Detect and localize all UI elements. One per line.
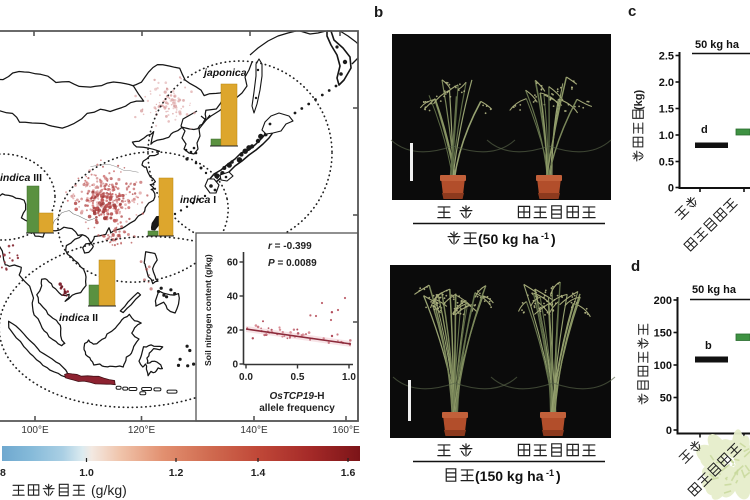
svg-text:Soil nitrogen content (g/kg): Soil nitrogen content (g/kg) bbox=[203, 254, 213, 366]
svg-text:200: 200 bbox=[654, 295, 672, 307]
svg-text:140°E: 140°E bbox=[240, 425, 268, 436]
svg-text:(50 kg ha: (50 kg ha bbox=[478, 231, 539, 247]
svg-text:50 kg ha: 50 kg ha bbox=[695, 39, 740, 51]
svg-text:160°E: 160°E bbox=[332, 425, 360, 436]
svg-text:allele frequency: allele frequency bbox=[259, 403, 335, 414]
svg-text:1.5: 1.5 bbox=[659, 104, 674, 116]
svg-text:100°E: 100°E bbox=[21, 425, 49, 436]
svg-text:): ) bbox=[556, 468, 561, 484]
svg-text:1.2: 1.2 bbox=[169, 467, 184, 479]
svg-text:indica I: indica I bbox=[180, 194, 216, 206]
svg-text:50: 50 bbox=[660, 393, 672, 405]
svg-text:0.5: 0.5 bbox=[659, 157, 674, 169]
svg-text:1.0: 1.0 bbox=[659, 130, 674, 142]
svg-text:20: 20 bbox=[227, 326, 239, 337]
svg-text:indica II: indica II bbox=[59, 312, 98, 324]
svg-text:1.0: 1.0 bbox=[79, 467, 94, 479]
svg-text:0: 0 bbox=[668, 183, 674, 195]
svg-text:(150 kg ha: (150 kg ha bbox=[475, 468, 544, 484]
svg-text:c: c bbox=[628, 3, 636, 20]
svg-text:indica III: indica III bbox=[0, 172, 42, 184]
svg-text:): ) bbox=[551, 231, 556, 247]
svg-text:1.0: 1.0 bbox=[342, 372, 356, 383]
svg-text:r = -0.399: r = -0.399 bbox=[268, 241, 312, 252]
svg-text:100: 100 bbox=[654, 360, 672, 372]
svg-text:(g/kg): (g/kg) bbox=[91, 482, 127, 498]
svg-text:0.5: 0.5 bbox=[291, 372, 305, 383]
svg-text:8: 8 bbox=[0, 467, 6, 479]
svg-text:japonica: japonica bbox=[202, 67, 247, 79]
svg-text:120°E: 120°E bbox=[128, 425, 156, 436]
svg-text:50 kg ha: 50 kg ha bbox=[692, 284, 737, 296]
svg-text:-1: -1 bbox=[541, 231, 549, 241]
svg-text:d: d bbox=[701, 124, 708, 136]
svg-text:-1: -1 bbox=[546, 468, 554, 478]
svg-text:b: b bbox=[705, 340, 712, 352]
svg-text:OsTCP19-H: OsTCP19-H bbox=[269, 391, 324, 402]
svg-text:0: 0 bbox=[666, 425, 672, 437]
svg-text:1.6: 1.6 bbox=[341, 467, 356, 479]
svg-text:0.0: 0.0 bbox=[239, 372, 253, 383]
svg-text:1.4: 1.4 bbox=[251, 467, 266, 479]
svg-text:150: 150 bbox=[654, 328, 672, 340]
svg-text:d: d bbox=[631, 258, 640, 275]
svg-text:2.5: 2.5 bbox=[659, 51, 674, 63]
svg-text:40: 40 bbox=[227, 292, 239, 303]
svg-text:(kg): (kg) bbox=[633, 90, 645, 111]
svg-text:b: b bbox=[374, 4, 383, 21]
svg-text:2.0: 2.0 bbox=[659, 77, 674, 89]
svg-text:0: 0 bbox=[232, 360, 238, 371]
svg-text:60: 60 bbox=[227, 258, 239, 269]
svg-text:P = 0.0089: P = 0.0089 bbox=[268, 258, 317, 269]
